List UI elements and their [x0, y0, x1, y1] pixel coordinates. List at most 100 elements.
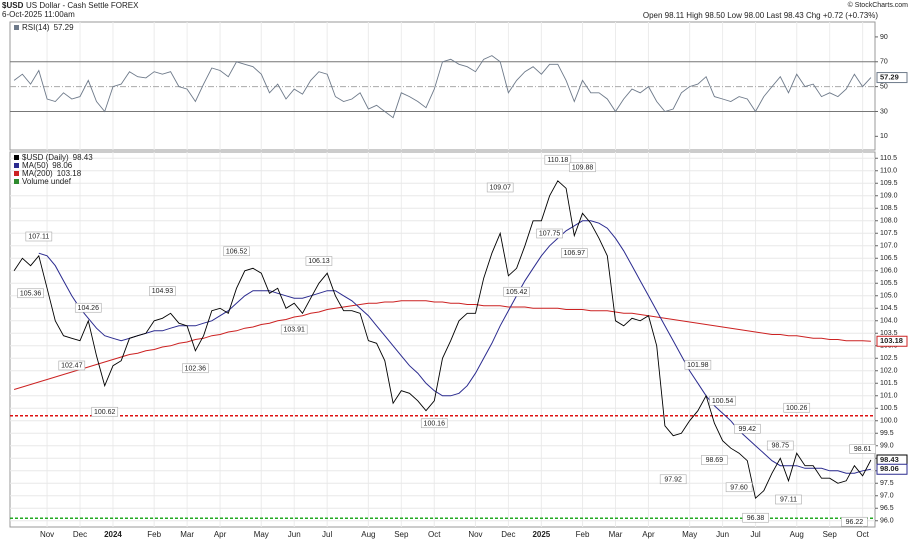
- legend-label: $USD (Daily): [22, 153, 69, 162]
- legend-swatch: [14, 179, 19, 184]
- y-tick-label: 108.5: [880, 205, 898, 212]
- x-tick-label: Jul: [322, 530, 332, 539]
- annotation-box: [775, 494, 802, 505]
- y-tick-label: 30: [880, 108, 888, 115]
- annotation-box: [17, 288, 44, 299]
- annotation-label: 100.16: [424, 420, 446, 427]
- y-tick-label: 107.0: [880, 243, 898, 250]
- x-tick-label: Nov: [468, 530, 482, 539]
- y-tick-label: 10: [880, 133, 888, 140]
- annotation-box: [280, 324, 308, 335]
- y-tick-label: 108.0: [880, 218, 898, 225]
- y-tick-label: 50: [880, 83, 888, 90]
- x-tick-label: Aug: [790, 530, 804, 539]
- annotation-box: [841, 516, 868, 527]
- y-tick-label: 106.5: [880, 255, 898, 262]
- annotation-box: [561, 248, 588, 258]
- y-tick-label: 102.5: [880, 355, 898, 362]
- annotation-label: 97.11: [780, 497, 797, 504]
- annotation-box: [503, 286, 530, 297]
- annotation-label: 100.62: [94, 409, 116, 416]
- y-tick-label: 96.0: [880, 518, 894, 525]
- y-tick-label: 103.5: [880, 330, 898, 337]
- y-tick-label: 100.5: [880, 405, 898, 412]
- annotation-box: [849, 444, 876, 454]
- y-tick-label: 104.0: [880, 318, 898, 325]
- annotation-label: 110.18: [547, 157, 568, 164]
- annotation-box: [569, 162, 596, 173]
- x-tick-label: Oct: [428, 530, 441, 539]
- x-tick-label: 2025: [532, 530, 550, 539]
- quote: Open 98.11 High 98.50 Low 98.00 Last 98.…: [643, 11, 878, 20]
- annotation-box: [684, 359, 712, 370]
- x-tick-label: Jun: [288, 530, 301, 539]
- y-tick-label: 97.0: [880, 493, 894, 500]
- x-tick-label: Dec: [501, 530, 515, 539]
- annotation-label: 106.52: [226, 248, 248, 255]
- x-tick-label: Nov: [40, 530, 54, 539]
- legend-label: Volume undef: [22, 177, 72, 186]
- annotation-box: [182, 363, 209, 374]
- x-tick-label: Mar: [180, 530, 194, 539]
- y-tick-label: 105.5: [880, 280, 898, 287]
- x-tick-label: Sep: [823, 530, 838, 539]
- x-tick-label: May: [254, 530, 269, 539]
- annotation-box: [486, 182, 514, 193]
- y-tick-label: 99.0: [880, 443, 894, 450]
- annotation-label: 105.36: [20, 290, 42, 297]
- last-value-label: 98.06: [880, 464, 899, 473]
- annotation-label: 109.88: [572, 164, 594, 171]
- y-tick-label: 102.0: [880, 368, 898, 375]
- annotation-label: 101.98: [687, 362, 709, 369]
- legend-label: MA(50): [22, 161, 49, 170]
- y-tick-label: 110.5: [880, 155, 897, 162]
- annotation-label: 106.97: [564, 250, 586, 257]
- date: 6-Oct-2025 11:00am: [2, 10, 75, 19]
- legend-swatch: [14, 25, 19, 30]
- annotation-label: 96.38: [747, 515, 765, 522]
- y-tick-label: 101.5: [880, 380, 898, 387]
- y-tick-label: 107.5: [880, 230, 898, 237]
- annotation-label: 103.91: [284, 327, 306, 334]
- annotation-box: [659, 474, 687, 485]
- legend-swatch: [14, 171, 19, 176]
- annotation-box: [305, 256, 333, 266]
- annotation-label: 99.42: [739, 426, 757, 433]
- x-tick-label: Sep: [394, 530, 409, 539]
- annotation-box: [536, 228, 563, 239]
- y-tick-label: 109.5: [880, 180, 898, 187]
- x-tick-label: Feb: [147, 530, 161, 539]
- x-tick-label: Feb: [576, 530, 590, 539]
- annotation-label: 97.92: [664, 476, 682, 483]
- last-value-box: [876, 72, 908, 84]
- y-tick-label: 99.5: [880, 430, 894, 437]
- annotation-box: [223, 246, 250, 257]
- x-tick-label: 2024: [104, 530, 122, 539]
- x-tick-label: Dec: [73, 530, 87, 539]
- y-tick-label: 100.0: [880, 418, 898, 425]
- annotation-label: 98.69: [706, 457, 724, 464]
- legend-swatch: [14, 163, 19, 168]
- rsi-panel: [9, 21, 876, 151]
- annotation-box: [91, 406, 119, 417]
- x-tick-label: Apr: [642, 530, 655, 539]
- series-line: [13, 180, 872, 500]
- last-value-label: 98.43: [880, 455, 899, 464]
- instrument-name: US Dollar - Cash Settle FOREX: [26, 1, 139, 10]
- annotation-label: 100.26: [786, 405, 808, 412]
- last-value-box: [876, 463, 908, 475]
- annotation-box: [58, 360, 86, 371]
- annotation-box: [742, 512, 769, 523]
- annotation-label: 98.61: [854, 446, 872, 453]
- legend-label: RSI(14): [22, 23, 50, 32]
- x-tick-label: Jun: [716, 530, 729, 539]
- y-tick-label: 109.0: [880, 193, 898, 200]
- legend-value: 103.18: [57, 169, 82, 178]
- annotation-label: 104.26: [78, 305, 100, 312]
- annotation-box: [783, 402, 811, 413]
- legend-label: MA(200): [22, 169, 53, 178]
- annotation-box: [149, 286, 176, 296]
- annotation-box: [701, 455, 728, 465]
- annotation-box: [420, 418, 448, 429]
